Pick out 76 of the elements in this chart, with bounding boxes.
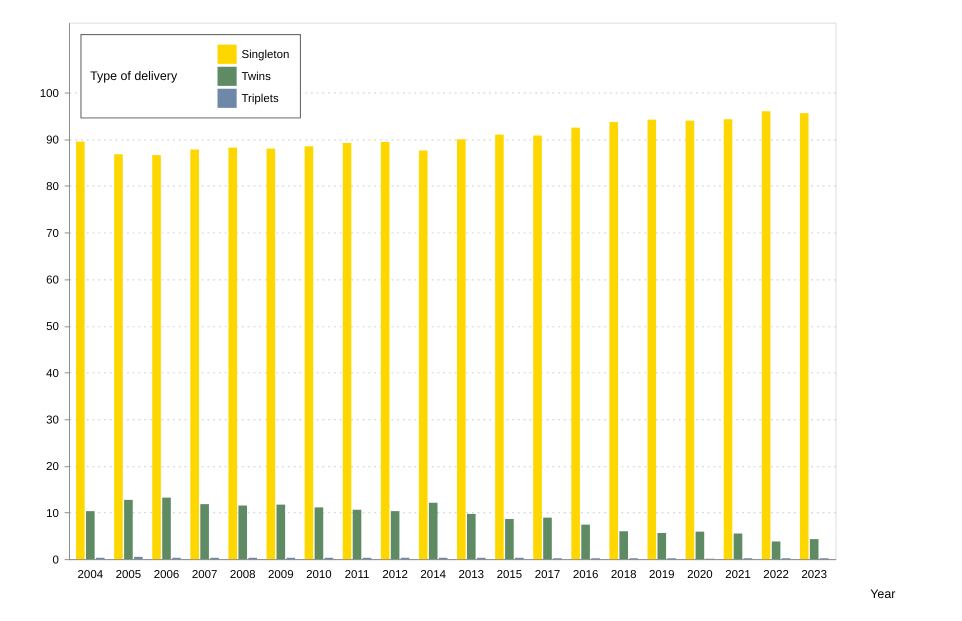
bar <box>390 511 400 560</box>
bar <box>762 111 770 560</box>
bar <box>581 524 590 560</box>
x-tick-label: 2007 <box>192 568 218 581</box>
bar <box>162 498 171 560</box>
x-tick-label: 2013 <box>458 568 484 581</box>
bar <box>114 154 123 560</box>
y-tick-label: 50 <box>46 321 59 334</box>
y-tick-label: 30 <box>46 414 59 427</box>
y-tick-label: 40 <box>46 368 59 380</box>
x-tick-label: 2016 <box>572 568 598 581</box>
bar <box>686 120 694 560</box>
y-tick-label: 60 <box>46 274 59 287</box>
bar <box>86 511 95 560</box>
bar <box>657 533 666 560</box>
bar <box>466 514 476 560</box>
x-tick-label: 2015 <box>496 568 522 581</box>
bar <box>238 506 248 560</box>
bar <box>266 148 276 560</box>
x-tick-label: 2012 <box>382 568 408 581</box>
y-tick-label: 100 <box>40 88 59 100</box>
legend-label: Triplets <box>241 93 279 106</box>
bar <box>457 139 466 560</box>
bar <box>76 142 85 560</box>
bar <box>418 150 428 560</box>
bar <box>428 502 438 560</box>
bar <box>609 122 618 560</box>
y-tick-label: 70 <box>46 228 59 240</box>
bar <box>505 519 514 560</box>
bar <box>619 531 628 560</box>
x-tick-label: 2019 <box>649 568 675 581</box>
bar <box>696 532 704 560</box>
bar <box>352 510 362 560</box>
bar <box>772 541 780 560</box>
legend-label: Singleton <box>241 49 290 62</box>
bar <box>342 142 352 560</box>
bar <box>734 534 742 560</box>
bar <box>648 120 656 560</box>
y-tick-label: 90 <box>46 134 59 147</box>
bar <box>810 539 818 560</box>
y-tick-label: 10 <box>46 508 59 520</box>
x-tick-label: 2020 <box>687 568 713 581</box>
legend-title: Type of delivery <box>90 69 178 84</box>
bar <box>533 136 542 560</box>
bar <box>543 518 552 560</box>
x-tick-label: 2023 <box>801 568 827 581</box>
y-tick-label: 80 <box>46 181 59 194</box>
x-tick-label: 2008 <box>230 568 256 581</box>
x-tick-label: 2005 <box>116 568 142 581</box>
x-tick-label: 2017 <box>534 568 560 581</box>
x-tick-label: 2004 <box>78 568 104 581</box>
bar <box>228 148 238 560</box>
bar <box>800 113 809 560</box>
y-tick-label: 0 <box>52 554 59 566</box>
x-axis-title: Year <box>870 586 896 601</box>
x-tick-label: 2006 <box>154 568 180 581</box>
bar <box>724 119 732 560</box>
x-tick-label: 2009 <box>268 568 294 581</box>
bar <box>314 507 324 560</box>
x-tick-label: 2018 <box>610 568 636 581</box>
legend-label: Twins <box>241 71 272 84</box>
bar <box>124 500 133 560</box>
x-tick-label: 2022 <box>763 568 789 581</box>
bar <box>495 134 504 560</box>
bar <box>571 128 580 560</box>
bar <box>276 504 286 560</box>
bar <box>200 504 209 560</box>
bar <box>380 142 390 560</box>
bar <box>152 155 161 560</box>
x-tick-label: 2014 <box>420 568 447 581</box>
x-tick-label: 2011 <box>344 568 370 581</box>
x-tick-label: 2010 <box>306 568 332 581</box>
bar <box>304 146 314 560</box>
y-tick-label: 20 <box>46 461 59 474</box>
bar <box>190 150 199 560</box>
x-tick-label: 2021 <box>725 568 751 581</box>
